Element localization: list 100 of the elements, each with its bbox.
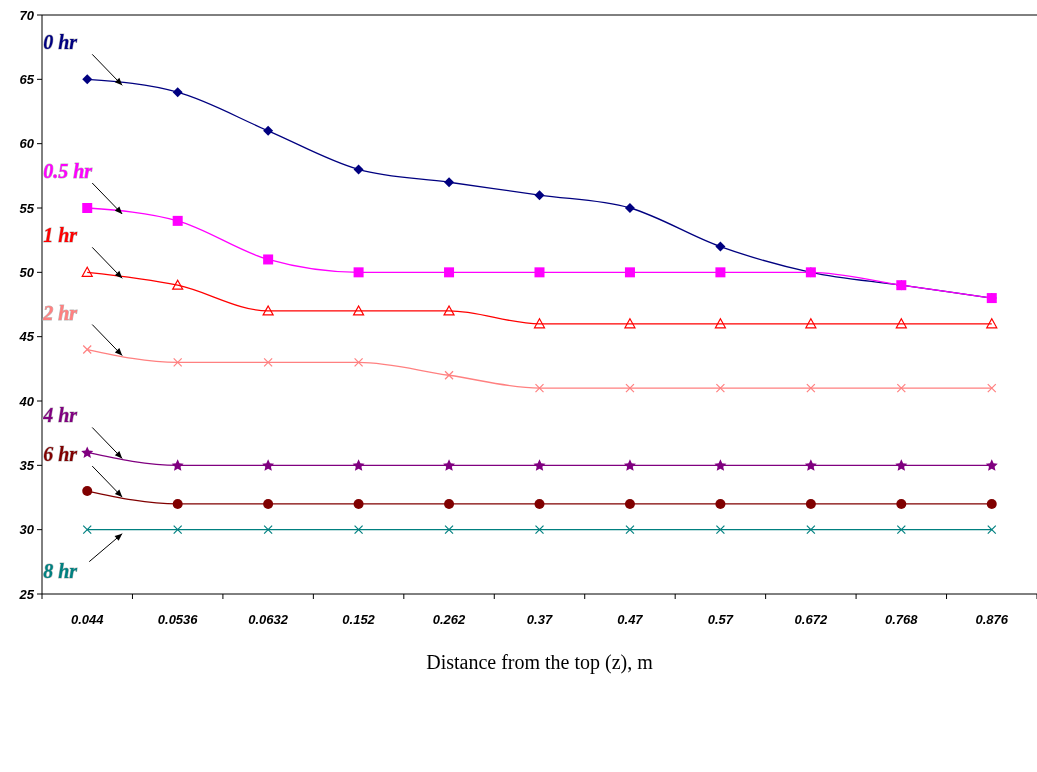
point xyxy=(262,305,274,316)
point xyxy=(895,459,908,471)
point xyxy=(81,446,94,458)
point xyxy=(444,267,455,278)
x-tick-label: 0.47 xyxy=(617,612,644,627)
point xyxy=(715,267,726,278)
point xyxy=(896,383,906,393)
point xyxy=(82,525,92,535)
point xyxy=(172,279,184,290)
point xyxy=(81,266,93,277)
point xyxy=(263,498,274,509)
point xyxy=(805,318,817,329)
point xyxy=(444,498,455,509)
point xyxy=(624,267,635,278)
point xyxy=(173,357,183,367)
point xyxy=(806,525,816,535)
point xyxy=(533,318,546,329)
point xyxy=(624,318,636,329)
point xyxy=(171,459,184,471)
point xyxy=(443,459,456,471)
point xyxy=(173,525,183,535)
x-tick-label: 0.57 xyxy=(707,612,734,627)
point xyxy=(895,318,907,329)
point xyxy=(806,383,816,393)
point xyxy=(172,215,183,226)
y-tick-label: 60 xyxy=(19,136,35,152)
y-tick-label: 65 xyxy=(19,71,35,87)
point xyxy=(353,525,364,535)
point xyxy=(263,125,274,136)
point xyxy=(352,305,365,316)
point xyxy=(353,498,364,509)
x-tick-label: 0.37 xyxy=(526,612,553,627)
point xyxy=(715,383,726,393)
point xyxy=(82,203,93,213)
point xyxy=(714,459,727,471)
point xyxy=(353,164,364,175)
y-tick-label: 35 xyxy=(19,457,35,473)
point xyxy=(444,177,455,188)
point xyxy=(624,203,635,213)
x-axis-title: Distance from the top (z), m xyxy=(426,651,654,674)
x-tick-label: 0.768 xyxy=(885,612,919,627)
point xyxy=(534,267,545,278)
point xyxy=(625,525,635,535)
x-tick-label: 0.0536 xyxy=(157,612,199,627)
point xyxy=(804,459,817,471)
point xyxy=(353,357,364,367)
point xyxy=(985,459,998,471)
point xyxy=(263,254,274,265)
point xyxy=(625,383,635,393)
point xyxy=(444,370,454,380)
y-tick-label: 50 xyxy=(19,264,35,280)
point xyxy=(715,241,726,252)
x-tick-label: 0.0632 xyxy=(248,612,289,627)
point xyxy=(534,190,545,201)
point xyxy=(82,486,93,497)
point xyxy=(443,305,455,316)
point xyxy=(715,498,726,509)
point xyxy=(444,525,454,535)
series-label: 2 hr xyxy=(42,301,78,324)
point xyxy=(534,525,545,535)
x-tick-label: 0.044 xyxy=(70,612,105,627)
x-tick-label: 0.876 xyxy=(975,612,1009,627)
point xyxy=(533,459,546,471)
point xyxy=(986,498,997,509)
point xyxy=(263,357,273,367)
y-tick-label: 30 xyxy=(19,522,35,538)
series-label: 0.5 hr xyxy=(43,160,93,182)
series-label: 6 hr xyxy=(43,443,78,466)
point xyxy=(714,318,727,329)
y-tick-label: 25 xyxy=(18,586,35,602)
point xyxy=(262,459,275,471)
x-tick-label: 0.152 xyxy=(342,612,376,627)
x-tick-label: 0.672 xyxy=(794,612,828,627)
series-label: 1 hr xyxy=(43,224,78,247)
point xyxy=(624,498,635,509)
point xyxy=(172,498,183,509)
point xyxy=(986,318,998,329)
x-tick-label: 0.262 xyxy=(432,612,467,627)
y-tick-label: 45 xyxy=(18,329,35,345)
point xyxy=(987,525,997,535)
y-tick-label: 40 xyxy=(18,393,35,409)
point xyxy=(263,525,273,535)
point xyxy=(534,383,545,393)
point xyxy=(82,344,92,355)
point xyxy=(623,459,636,471)
point xyxy=(896,498,907,509)
series-label: 0 hr xyxy=(43,31,78,54)
point xyxy=(172,87,183,98)
point xyxy=(534,498,545,509)
point xyxy=(987,383,997,393)
point xyxy=(715,525,726,535)
y-tick-label: 70 xyxy=(19,7,35,23)
point xyxy=(896,525,906,535)
series-label: 8 hr xyxy=(43,559,78,582)
series-label: 4 hr xyxy=(42,404,78,427)
y-tick-label: 55 xyxy=(19,200,35,216)
point xyxy=(82,74,93,85)
point xyxy=(353,267,364,278)
point xyxy=(805,498,816,509)
point xyxy=(352,459,365,471)
